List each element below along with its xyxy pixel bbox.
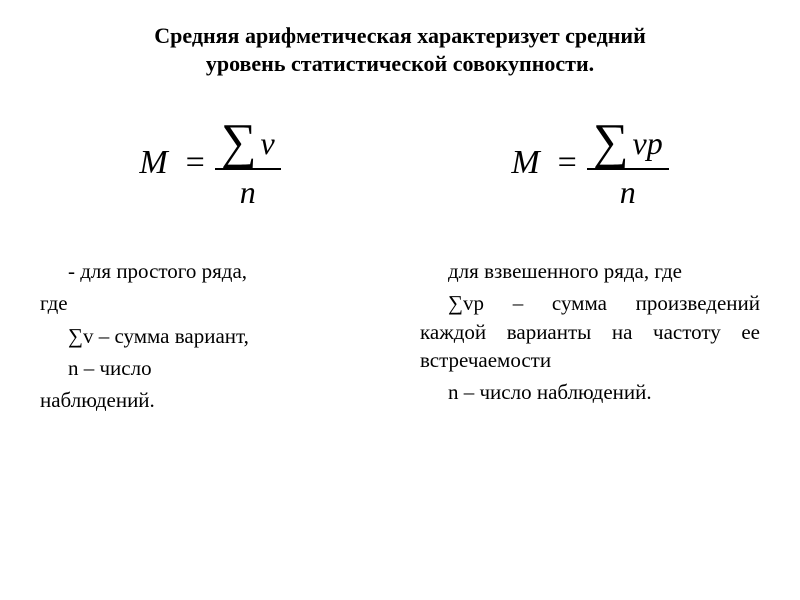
columns: M = ∑ v n - для простого ряда, где ∑v – … [40, 103, 760, 419]
slide: Средняя арифметическая характеризует сре… [0, 0, 800, 600]
left-description: - для простого ряда, где ∑v – сумма вари… [40, 257, 380, 415]
right-desc-line: для взвешенного ряда, где [420, 257, 760, 285]
right-formula-fraction: ∑ vp n [587, 116, 669, 211]
title-line-1: Средняя арифметическая характеризует сре… [154, 23, 646, 48]
right-formula-denominator: n [620, 170, 636, 211]
left-formula-eq: = [186, 144, 205, 182]
left-formula: M = ∑ v n [40, 103, 380, 223]
left-numerator-var: v [260, 125, 274, 162]
right-desc-line: n – число наблюдений. [420, 378, 760, 406]
right-formula-lhs: M [511, 144, 539, 182]
right-formula-numerator: ∑ vp [587, 116, 669, 168]
left-column: M = ∑ v n - для простого ряда, где ∑v – … [40, 103, 380, 419]
left-desc-line: - для простого ряда, [40, 257, 380, 285]
right-numerator-var: vp [632, 125, 662, 162]
right-formula: M = ∑ vp n [420, 103, 760, 223]
left-formula-denominator: n [240, 170, 256, 211]
sigma-icon: ∑ [593, 116, 629, 166]
left-desc-line: ∑v – сумма вариант, [40, 322, 380, 350]
right-desc-line: ∑vp – сумма произведений каждой варианты… [420, 289, 760, 374]
left-desc-line: n – число [40, 354, 380, 382]
left-formula-numerator: ∑ v [215, 116, 281, 168]
title-line-2: уровень статистической совокупности. [206, 51, 594, 76]
left-formula-lhs: M [139, 144, 167, 182]
sigma-icon: ∑ [221, 116, 257, 166]
page-title: Средняя арифметическая характеризует сре… [50, 22, 750, 77]
left-desc-line: где [40, 289, 380, 317]
left-desc-line: наблюдений. [40, 386, 380, 414]
right-formula-eq: = [558, 144, 577, 182]
right-column: M = ∑ vp n для взвешенного ряда, где ∑vp… [420, 103, 760, 419]
right-description: для взвешенного ряда, где ∑vp – сумма пр… [420, 257, 760, 407]
left-formula-fraction: ∑ v n [215, 116, 281, 211]
